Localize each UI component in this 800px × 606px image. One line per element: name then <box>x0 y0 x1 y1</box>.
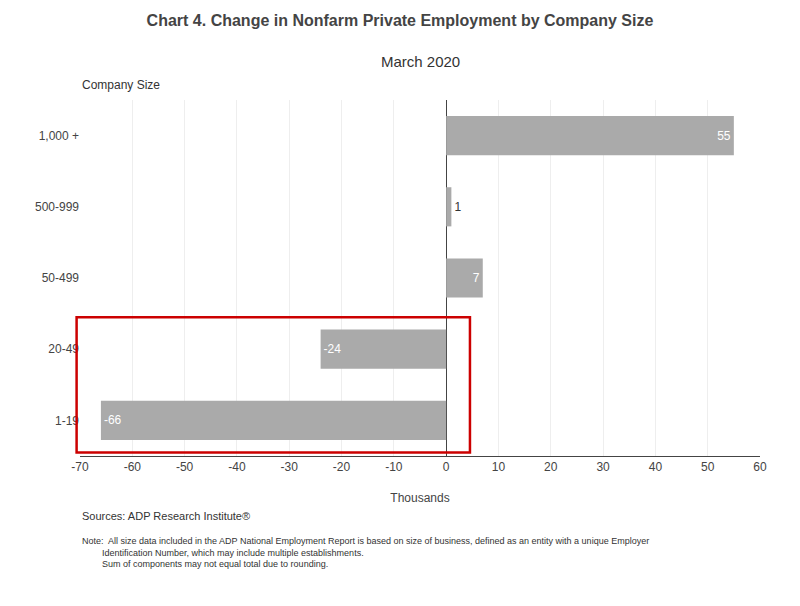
svg-text:30: 30 <box>596 460 610 474</box>
svg-text:-24: -24 <box>324 342 342 356</box>
svg-text:Note: All size data included: Note: All size data included in the ADP … <box>82 536 649 569</box>
svg-text:Company Size: Company Size <box>82 78 160 92</box>
svg-text:Chart 4. Change in Nonfarm Pri: Chart 4. Change in Nonfarm Private Emplo… <box>147 12 654 29</box>
svg-text:-66: -66 <box>104 413 122 427</box>
svg-text:-30: -30 <box>281 460 299 474</box>
svg-text:500-999: 500-999 <box>35 200 79 214</box>
svg-text:-10: -10 <box>385 460 403 474</box>
svg-text:1: 1 <box>454 200 461 214</box>
svg-text:-60: -60 <box>124 460 142 474</box>
svg-text:Thousands: Thousands <box>390 491 449 505</box>
svg-text:-40: -40 <box>228 460 246 474</box>
svg-text:-20: -20 <box>333 460 351 474</box>
svg-text:Sources: ADP Research Institut: Sources: ADP Research Institute® <box>82 510 250 522</box>
svg-text:7: 7 <box>473 271 480 285</box>
svg-text:10: 10 <box>492 460 506 474</box>
svg-text:50: 50 <box>701 460 715 474</box>
svg-text:-50: -50 <box>176 460 194 474</box>
svg-text:50-499: 50-499 <box>42 271 80 285</box>
svg-text:40: 40 <box>649 460 663 474</box>
svg-text:0: 0 <box>443 460 450 474</box>
svg-text:60: 60 <box>753 460 767 474</box>
svg-text:20: 20 <box>544 460 558 474</box>
svg-text:55: 55 <box>717 129 731 143</box>
svg-text:March 2020: March 2020 <box>381 53 460 70</box>
svg-text:1,000 +: 1,000 + <box>39 129 79 143</box>
svg-text:1-19: 1-19 <box>55 414 79 428</box>
svg-text:-70: -70 <box>71 460 89 474</box>
svg-text:20-49: 20-49 <box>48 342 79 356</box>
